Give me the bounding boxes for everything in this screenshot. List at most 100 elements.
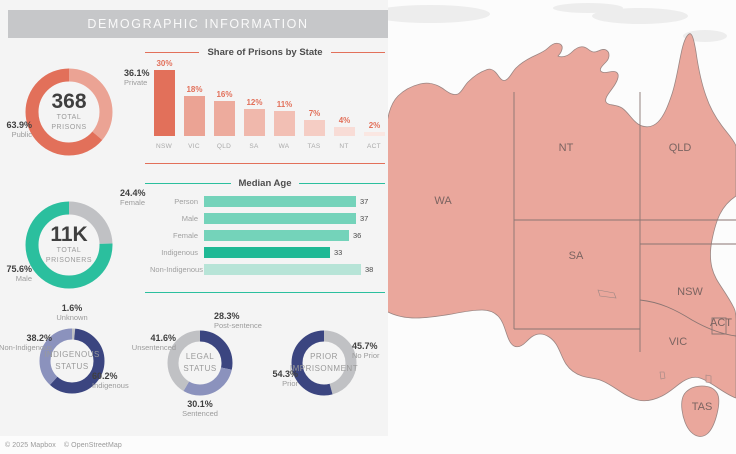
bar-rect-nsw[interactable] bbox=[154, 70, 175, 136]
median-track-indigenous: 33 bbox=[204, 247, 388, 258]
indigenous-status-donut-svg[interactable] bbox=[36, 325, 108, 397]
bar-act[interactable]: 2% bbox=[364, 121, 385, 136]
median-fill-non-indigenous[interactable] bbox=[204, 264, 361, 275]
attribution-mapbox[interactable]: © 2025 Mapbox bbox=[5, 442, 56, 449]
median-fill-female[interactable] bbox=[204, 230, 349, 241]
bar-rect-nt[interactable] bbox=[334, 127, 355, 136]
australia-mainland[interactable] bbox=[385, 33, 736, 402]
segment-male[interactable] bbox=[25, 201, 113, 289]
king-island bbox=[659, 371, 666, 380]
bar-rect-sa[interactable] bbox=[244, 109, 265, 136]
male-name: Male bbox=[15, 274, 32, 283]
median-fill-male[interactable] bbox=[204, 213, 356, 224]
prior-imprisonment-donut[interactable]: PRIOR IMPRISONMENT 45.7% No Prior 54.3% … bbox=[272, 327, 380, 399]
bar-value-vic: 18% bbox=[186, 85, 203, 94]
border-nsw-vic bbox=[639, 299, 736, 337]
label-no-prior: 45.7% No Prior bbox=[352, 341, 380, 360]
unsentenced-pct: 41.6% bbox=[150, 333, 176, 343]
bar-value-nsw: 30% bbox=[156, 59, 173, 68]
public-name: Public bbox=[11, 130, 32, 139]
legal-status-donut[interactable]: LEGAL STATUS 28.3% Post-sentence 30.1% S… bbox=[132, 311, 262, 418]
total-prisons-donut[interactable]: 368 TOTAL PRISONS 36.1% Private 63.9% Pu… bbox=[6, 63, 150, 161]
label-prior: 54.3% Prior bbox=[242, 369, 298, 388]
bar-rect-qld[interactable] bbox=[214, 101, 235, 136]
unknown-pct: 1.6% bbox=[61, 303, 83, 313]
share-of-prisons-chart[interactable]: 30% 18% 16% 12% 11% 7% bbox=[150, 59, 385, 150]
bar-rect-vic[interactable] bbox=[184, 96, 205, 136]
bar-cat-nt: NT bbox=[339, 143, 349, 150]
page-title: DEMOGRAPHIC INFORMATION bbox=[87, 17, 309, 31]
median-row-male[interactable]: Male 37 bbox=[150, 213, 388, 224]
bar-nt[interactable]: 4% bbox=[334, 116, 355, 136]
median-age-chart[interactable]: Person 37 Male 37 Female 36 bbox=[150, 196, 388, 278]
no-prior-pct: 45.7% bbox=[352, 341, 378, 351]
bar-rect-wa[interactable] bbox=[274, 111, 295, 136]
bar-cat-act: ACT bbox=[367, 143, 381, 150]
bar-wa[interactable]: 11% bbox=[274, 100, 295, 136]
median-cat-female: Female bbox=[172, 231, 198, 240]
map-label-wa: WA bbox=[434, 195, 452, 207]
median-fill-person[interactable] bbox=[204, 196, 356, 207]
median-row-person[interactable]: Person 37 bbox=[150, 196, 388, 207]
total-prisoners-donut-svg[interactable] bbox=[20, 196, 118, 294]
label-unsentenced: 41.6% Unsentenced bbox=[114, 333, 176, 352]
separator-coral bbox=[145, 163, 385, 165]
prior-imprisonment-donut-svg[interactable] bbox=[288, 327, 360, 399]
bar-vic[interactable]: 18% bbox=[184, 85, 205, 136]
median-track-person: 37 bbox=[204, 196, 388, 207]
label-unknown: 1.6% Unknown bbox=[34, 303, 110, 322]
median-row-indigenous[interactable]: Indigenous 33 bbox=[150, 247, 388, 258]
rule-left-coral bbox=[145, 51, 200, 54]
prior-pct: 54.3% bbox=[272, 369, 298, 379]
rule-left-teal bbox=[145, 182, 231, 185]
bar-qld[interactable]: 16% bbox=[214, 90, 235, 136]
share-of-prisons-title: Share of Prisons by State bbox=[207, 47, 323, 58]
tasmania-island[interactable] bbox=[681, 385, 720, 437]
male-pct: 75.6% bbox=[6, 264, 32, 274]
map-label-act: ACT bbox=[710, 317, 732, 329]
segment-non-indigenous[interactable] bbox=[39, 328, 105, 394]
indigenous-status-donut[interactable]: INDIGENOUS STATUS 1.6% Unknown 38.2% Non… bbox=[0, 303, 129, 397]
attribution-osm[interactable]: © OpenStreetMap bbox=[63, 442, 122, 449]
bar-sa[interactable]: 12% bbox=[244, 98, 265, 136]
female-pct: 24.4% bbox=[120, 188, 146, 198]
post-sentence-name: Post-sentence bbox=[214, 321, 262, 330]
median-row-non-indigenous[interactable]: Non-Indigenous 38 bbox=[150, 264, 388, 275]
bar-cat-vic: VIC bbox=[188, 143, 200, 150]
segment-prior[interactable] bbox=[291, 330, 357, 396]
prior-name: Prior bbox=[282, 379, 298, 388]
segment-unsentenced[interactable] bbox=[167, 330, 233, 396]
median-row-female[interactable]: Female 36 bbox=[150, 230, 388, 241]
bar-cat-wa: WA bbox=[278, 143, 290, 150]
bar-nsw[interactable]: 30% bbox=[154, 59, 175, 136]
separator-teal bbox=[145, 292, 385, 294]
australia-landmass[interactable] bbox=[385, 30, 736, 454]
unknown-name: Unknown bbox=[56, 313, 88, 322]
label-sentenced: 30.1% Sentenced bbox=[164, 399, 236, 418]
total-prisons-donut-svg[interactable] bbox=[20, 63, 118, 161]
segment-indigenous[interactable] bbox=[39, 328, 105, 394]
median-age-title: Median Age bbox=[238, 178, 292, 189]
label-female: 24.4% Female bbox=[120, 188, 146, 207]
bar-rect-act[interactable] bbox=[364, 132, 385, 136]
median-val-indigenous: 33 bbox=[334, 248, 343, 257]
median-fill-indigenous[interactable] bbox=[204, 247, 330, 258]
median-val-male: 37 bbox=[360, 214, 369, 223]
border-act bbox=[711, 317, 727, 335]
bar-value-wa: 11% bbox=[276, 100, 293, 109]
bar-rect-tas[interactable] bbox=[304, 120, 325, 136]
bar-value-tas: 7% bbox=[308, 109, 321, 118]
segment-public[interactable] bbox=[25, 68, 113, 156]
indigenous-pct: 60.2% bbox=[92, 371, 118, 381]
bar-value-nt: 4% bbox=[338, 116, 351, 125]
sentenced-name: Sentenced bbox=[182, 409, 218, 418]
bar-value-sa: 12% bbox=[246, 98, 263, 107]
bar-tas[interactable]: 7% bbox=[304, 109, 325, 136]
median-track-non-indigenous: 38 bbox=[204, 264, 388, 275]
female-name: Female bbox=[120, 198, 146, 207]
median-track-female: 36 bbox=[204, 230, 388, 241]
legal-status-donut-svg[interactable] bbox=[164, 327, 236, 399]
total-prisoners-donut[interactable]: 11K TOTAL PRISONERS 24.4% Female 75.6% M… bbox=[6, 188, 146, 294]
segment-sentenced[interactable] bbox=[167, 330, 233, 396]
